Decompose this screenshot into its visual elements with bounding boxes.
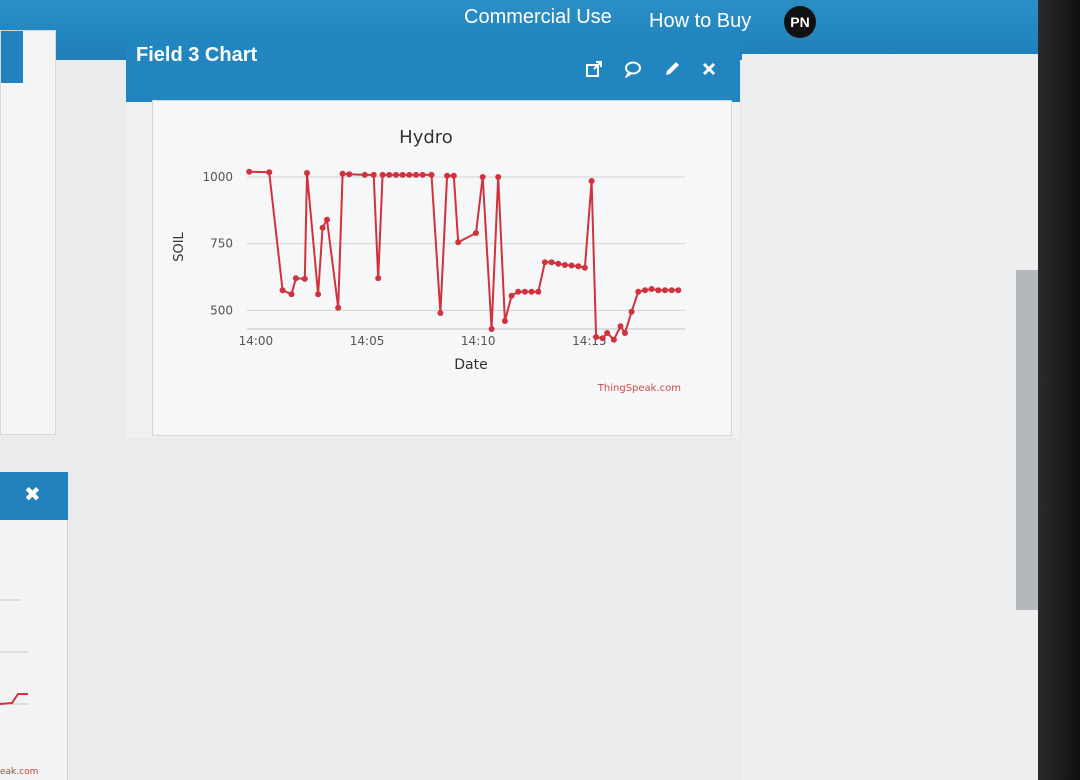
data-point[interactable] (399, 171, 406, 178)
data-point[interactable] (581, 264, 588, 271)
data-point[interactable] (437, 310, 444, 316)
series-layer (246, 168, 682, 343)
data-point[interactable] (521, 288, 528, 295)
data-point[interactable] (575, 263, 582, 270)
data-point[interactable] (361, 171, 368, 178)
data-point[interactable] (541, 259, 548, 266)
nav-commercial-use[interactable]: Commercial Use (464, 6, 612, 28)
data-point[interactable] (535, 288, 542, 295)
data-point[interactable] (406, 171, 413, 178)
data-point[interactable] (501, 318, 508, 324)
data-point[interactable] (279, 287, 286, 294)
nav-how-to-buy[interactable]: How to Buy (649, 10, 752, 32)
data-point[interactable] (324, 216, 330, 223)
thingspeak-credit-link[interactable]: ThingSpeak.com (597, 383, 681, 394)
close-icon[interactable] (699, 60, 719, 80)
data-point[interactable] (319, 224, 326, 231)
scrollbar[interactable] (1016, 270, 1038, 610)
data-point[interactable] (375, 275, 382, 282)
data-point[interactable] (413, 171, 419, 178)
mini-credit-link[interactable]: eak.com (0, 767, 38, 777)
data-point[interactable] (455, 239, 462, 246)
data-point[interactable] (370, 171, 377, 178)
data-point[interactable] (610, 336, 617, 343)
data-point[interactable] (346, 171, 353, 178)
user-avatar[interactable]: PN (784, 6, 816, 38)
data-point[interactable] (628, 308, 635, 315)
data-point[interactable] (528, 288, 535, 295)
data-point[interactable] (386, 171, 393, 178)
close-icon[interactable]: ✖ (24, 484, 41, 506)
y-tick-label: 750 (210, 237, 233, 251)
series-line (249, 170, 679, 342)
data-point[interactable] (301, 275, 308, 282)
data-point[interactable] (604, 330, 611, 336)
data-point[interactable] (548, 259, 555, 266)
data-point[interactable] (444, 172, 451, 179)
data-point[interactable] (648, 286, 655, 292)
chart-title: Hydro (399, 127, 453, 148)
x-tick-label: 14:05 (350, 334, 385, 348)
left-widget-partial (0, 30, 56, 435)
panel-header (126, 38, 740, 102)
mini-series-line (0, 693, 28, 705)
data-point[interactable] (662, 287, 668, 294)
left-widget-bottom-partial: ✖ eak.com (0, 472, 68, 780)
data-point[interactable] (588, 178, 595, 184)
data-point[interactable] (246, 168, 253, 175)
data-point[interactable] (561, 262, 568, 268)
monitor-bezel (1038, 0, 1080, 780)
left-widget-bottom-header: ✖ (0, 472, 68, 520)
y-axis-label: SOIL (172, 231, 187, 261)
data-point[interactable] (339, 170, 346, 177)
comment-icon[interactable] (623, 60, 643, 80)
data-point[interactable] (379, 171, 386, 178)
x-axis-label: Date (454, 357, 487, 373)
data-point[interactable] (555, 260, 562, 267)
data-point[interactable] (335, 304, 342, 311)
data-point[interactable] (304, 170, 310, 176)
data-point[interactable] (617, 323, 624, 330)
external-link-icon[interactable] (584, 60, 604, 80)
data-point[interactable] (668, 287, 675, 294)
line-chart: Hydro SOIL Date ThingSpeak.com 500 750 100… (172, 127, 685, 394)
data-point[interactable] (488, 326, 495, 332)
data-point[interactable] (450, 172, 457, 179)
x-tick-label: 14:00 (239, 334, 274, 348)
data-point[interactable] (515, 288, 522, 295)
data-point[interactable] (495, 174, 502, 180)
data-point[interactable] (479, 174, 486, 180)
data-point[interactable] (635, 288, 642, 295)
data-point[interactable] (419, 171, 426, 178)
data-point[interactable] (599, 335, 606, 342)
data-point[interactable] (675, 287, 682, 294)
data-point[interactable] (622, 330, 628, 336)
y-tick-label: 500 (210, 303, 233, 317)
data-point[interactable] (508, 292, 515, 299)
pencil-icon[interactable] (662, 60, 682, 80)
x-tick-label: 14:10 (461, 334, 496, 348)
data-point[interactable] (568, 262, 575, 269)
data-point[interactable] (315, 291, 322, 298)
data-point[interactable] (642, 287, 648, 294)
left-widget-mini-chart: eak.com (0, 599, 38, 777)
y-tick-label: 1000 (202, 170, 233, 184)
left-widget-header (1, 31, 23, 83)
data-point[interactable] (428, 171, 435, 178)
data-point[interactable] (292, 275, 299, 282)
data-point[interactable] (593, 334, 600, 340)
data-point[interactable] (655, 287, 662, 294)
data-point[interactable] (473, 230, 479, 236)
data-point[interactable] (288, 291, 295, 298)
chart-card: Hydro SOIL Date ThingSpeak.com 500 750 100… (152, 100, 732, 436)
data-point[interactable] (266, 169, 273, 176)
data-point[interactable] (393, 171, 399, 178)
panel-title: Field 3 Chart (136, 44, 258, 66)
right-empty-area (742, 54, 1042, 780)
